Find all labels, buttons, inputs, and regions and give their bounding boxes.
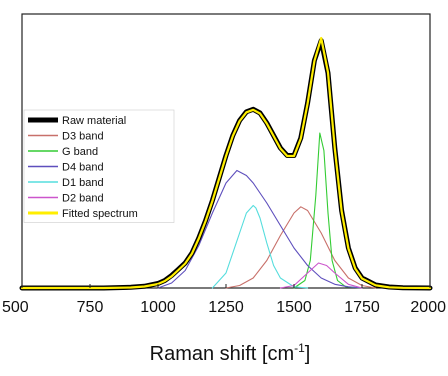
x-axis-label-suffix: ]: [305, 343, 311, 365]
x-tick-label: 1500: [276, 299, 312, 316]
series-layer: [19, 36, 433, 291]
x-tick-label: 2000: [410, 299, 446, 316]
series-line-g-band: [293, 132, 363, 289]
x-axis-label: Raman shift [cm-1]: [150, 341, 311, 365]
legend: Raw material D3 band G band D4 band D1 band D…: [23, 109, 175, 223]
x-tick-label: 750: [77, 299, 104, 316]
legend-label-fitted-spectrum: Fitted spectrum: [62, 208, 138, 220]
legend-label-raw-material: Raw material: [62, 115, 126, 127]
x-tick-label: 1000: [140, 299, 176, 316]
x-tick-label: 1750: [344, 299, 380, 316]
legend-label-d2-band: D2 band: [62, 193, 104, 205]
x-axis-label-main: Raman shift [cm: [150, 343, 294, 365]
legend-label-g-band: G band: [62, 146, 98, 158]
legend-label-d1-band: D1 band: [62, 177, 104, 189]
series-line-fitted-spectrum: [20, 36, 432, 290]
x-axis-label-superscript: -1: [294, 341, 305, 355]
x-axis-ticks: 500 750 1000 1250 1500 1750 2000: [2, 284, 446, 316]
x-tick-label: 500: [2, 299, 29, 316]
legend-label-d4-band: D4 band: [62, 162, 104, 174]
series-line-d1-band: [211, 204, 309, 289]
series-line-d2-band: [279, 262, 363, 289]
legend-label-d3-band: D3 band: [62, 131, 104, 143]
x-tick-label: 1250: [208, 299, 244, 316]
series-line-d3-band: [225, 206, 377, 289]
